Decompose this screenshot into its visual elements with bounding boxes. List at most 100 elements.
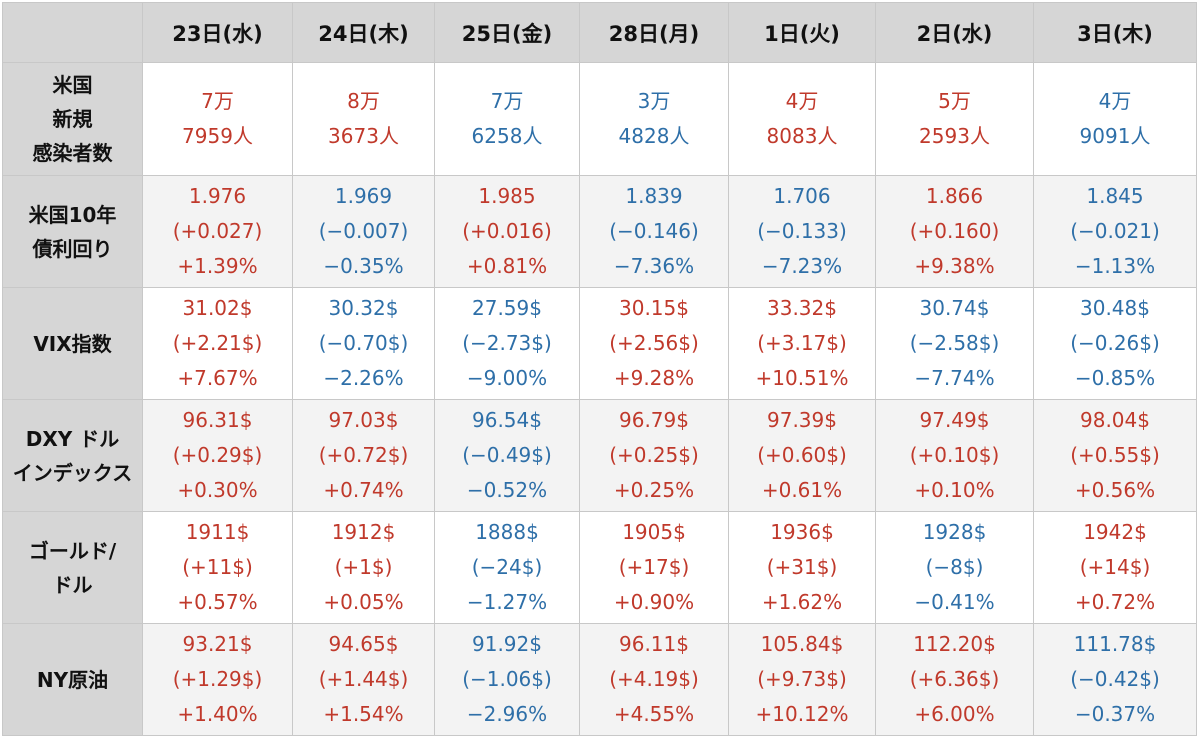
value-main: 97.39$ bbox=[767, 408, 837, 432]
value-main: 96.54$ bbox=[472, 408, 542, 432]
value-main: 97.03$ bbox=[328, 408, 399, 432]
value-percent: +0.81% bbox=[466, 254, 548, 278]
value-main: 1911$ bbox=[185, 520, 250, 544]
value-change: (+0.72$) bbox=[318, 443, 409, 467]
value-cell: 96.31$ (+0.29$) +0.30% bbox=[142, 399, 293, 512]
value-main: 96.79$ bbox=[619, 408, 689, 432]
value-change: (+1$) bbox=[334, 555, 393, 579]
table-row: 米国10年 債利回り 1.976 (+0.027) +1.39% 1.969 (−0.007… bbox=[2, 175, 1197, 288]
value-main: 97.49$ bbox=[919, 408, 990, 432]
value-main: 30.32$ bbox=[328, 296, 399, 320]
value-change: (+2.56$) bbox=[609, 331, 699, 355]
value-main: 3万 bbox=[637, 89, 671, 113]
value-main: 30.74$ bbox=[919, 296, 990, 320]
value-cell: 1928$ (−8$) −0.41% bbox=[875, 511, 1034, 624]
value-cell: 1888$ (−24$) −1.27% bbox=[434, 511, 580, 624]
value-change: (+17$) bbox=[618, 555, 690, 579]
value-change: (−0.26$) bbox=[1070, 331, 1160, 355]
value-change: (−0.70$) bbox=[318, 331, 409, 355]
table-row: 米国 新規 感染者数 7万 7959人 8万 3673人 7万 6258人 3万 4828人 4万 80… bbox=[2, 62, 1197, 176]
value-main: 7万 bbox=[490, 89, 524, 113]
value-percent: −7.23% bbox=[761, 254, 843, 278]
value-main: 1.706 bbox=[773, 184, 831, 208]
value-main: 111.78$ bbox=[1073, 632, 1157, 656]
value-cell: 1911$ (+11$) +0.57% bbox=[142, 511, 293, 624]
value-change: (+1.44$) bbox=[318, 667, 409, 691]
value-percent: +1.39% bbox=[177, 254, 258, 278]
value-percent: +0.57% bbox=[177, 590, 258, 614]
value-cell: 4万 8083人 bbox=[728, 62, 876, 176]
value-cell: 31.02$ (+2.21$) +7.67% bbox=[142, 287, 293, 400]
value-percent: +0.25% bbox=[613, 478, 695, 502]
value-change: 3673人 bbox=[328, 124, 399, 148]
value-percent: +1.54% bbox=[323, 702, 404, 726]
value-main: 112.20$ bbox=[913, 632, 996, 656]
value-change: (−8$) bbox=[925, 555, 984, 579]
value-cell: 3万 4828人 bbox=[579, 62, 729, 176]
row-label-line: DXY ドル bbox=[25, 426, 120, 451]
value-change: (−2.73$) bbox=[462, 331, 552, 355]
value-change: (+3.17$) bbox=[757, 331, 847, 355]
value-change: 6258人 bbox=[471, 124, 543, 148]
column-header: 25日(金) bbox=[434, 2, 580, 63]
value-cell: 105.84$ (+9.73$) +10.12% bbox=[728, 623, 876, 736]
value-main: 1.985 bbox=[478, 184, 536, 208]
column-header: 2日(水) bbox=[875, 2, 1034, 63]
value-cell: 30.74$ (−2.58$) −7.74% bbox=[875, 287, 1034, 400]
value-cell: 97.49$ (+0.10$) +0.10% bbox=[875, 399, 1034, 512]
value-main: 91.92$ bbox=[472, 632, 542, 656]
value-cell: 7万 6258人 bbox=[434, 62, 580, 176]
row-label: NY原油 bbox=[2, 623, 143, 736]
header-row: 23日(水) 24日(木) 25日(金) 28日(月) 1日(火) 2日(水) … bbox=[2, 2, 1197, 63]
value-change: (+0.55$) bbox=[1070, 443, 1160, 467]
value-main: 1.866 bbox=[925, 184, 984, 208]
value-main: 1.845 bbox=[1086, 184, 1144, 208]
value-cell: 96.54$ (−0.49$) −0.52% bbox=[434, 399, 580, 512]
value-main: 1942$ bbox=[1083, 520, 1147, 544]
column-header: 28日(月) bbox=[579, 2, 729, 63]
value-cell: 5万 2593人 bbox=[875, 62, 1034, 176]
value-main: 93.21$ bbox=[182, 632, 253, 656]
value-percent: −0.85% bbox=[1074, 366, 1156, 390]
value-percent: +0.10% bbox=[914, 478, 995, 502]
value-main: 94.65$ bbox=[328, 632, 399, 656]
value-cell: 30.32$ (−0.70$) −2.26% bbox=[292, 287, 435, 400]
value-percent: +9.38% bbox=[914, 254, 995, 278]
value-main: 96.31$ bbox=[182, 408, 253, 432]
row-label-line: 感染者数 bbox=[32, 141, 113, 165]
value-main: 98.04$ bbox=[1080, 408, 1150, 432]
value-cell: 1912$ (+1$) +0.05% bbox=[292, 511, 435, 624]
value-change: 7959人 bbox=[182, 124, 253, 148]
value-main: 105.84$ bbox=[760, 632, 844, 656]
row-label-line: VIX指数 bbox=[33, 331, 112, 356]
value-percent: +1.40% bbox=[177, 702, 258, 726]
value-cell: 96.11$ (+4.19$) +4.55% bbox=[579, 623, 729, 736]
value-percent: −7.36% bbox=[613, 254, 695, 278]
value-change: (+0.10$) bbox=[909, 443, 1000, 467]
value-cell: 1.845 (−0.021) −1.13% bbox=[1033, 175, 1197, 288]
row-label: DXY ドル インデックス bbox=[2, 399, 143, 512]
value-percent: −2.96% bbox=[466, 702, 548, 726]
value-cell: 8万 3673人 bbox=[292, 62, 435, 176]
value-change: (−0.42$) bbox=[1070, 667, 1160, 691]
value-cell: 98.04$ (+0.55$) +0.56% bbox=[1033, 399, 1197, 512]
value-main: 30.15$ bbox=[619, 296, 689, 320]
value-cell: 96.79$ (+0.25$) +0.25% bbox=[579, 399, 729, 512]
row-label: VIX指数 bbox=[2, 287, 143, 400]
value-main: 27.59$ bbox=[472, 296, 542, 320]
value-change: (+0.027) bbox=[172, 219, 263, 243]
value-change: (−2.58$) bbox=[909, 331, 1000, 355]
value-cell: 111.78$ (−0.42$) −0.37% bbox=[1033, 623, 1197, 736]
value-percent: +0.05% bbox=[323, 590, 404, 614]
value-main: 31.02$ bbox=[182, 296, 253, 320]
value-change: (+1.29$) bbox=[172, 667, 263, 691]
value-main: 1912$ bbox=[331, 520, 396, 544]
value-cell: 97.03$ (+0.72$) +0.74% bbox=[292, 399, 435, 512]
value-change: (+0.25$) bbox=[609, 443, 699, 467]
value-main: 33.32$ bbox=[767, 296, 837, 320]
value-change: (+14$) bbox=[1079, 555, 1151, 579]
value-main: 1.969 bbox=[334, 184, 393, 208]
value-change: (+31$) bbox=[766, 555, 838, 579]
value-cell: 7万 7959人 bbox=[142, 62, 293, 176]
